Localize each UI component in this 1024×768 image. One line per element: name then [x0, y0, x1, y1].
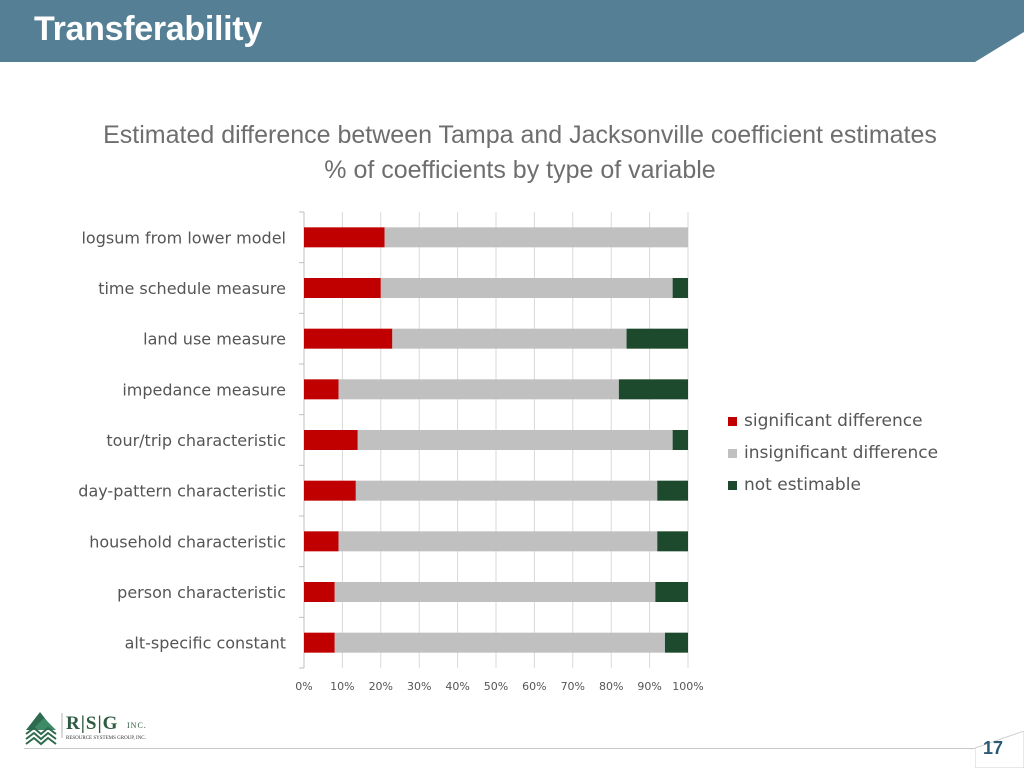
x-tick-label: 10% — [330, 680, 354, 693]
legend-item: insignificant difference — [728, 437, 938, 469]
category-label: household characteristic — [89, 532, 286, 551]
chart-legend: significant difference insignificant diff… — [728, 405, 938, 501]
category-label: tour/trip characteristic — [106, 431, 286, 450]
bar-segment — [664, 632, 688, 653]
category-label: impedance measure — [122, 380, 286, 399]
chart-title: Estimated difference between Tampa and J… — [103, 121, 937, 149]
category-label: person characteristic — [117, 583, 286, 602]
legend-label: not estimable — [744, 475, 861, 495]
legend-item: significant difference — [728, 405, 938, 437]
bar-segment — [304, 328, 393, 349]
bar-segment — [626, 328, 688, 349]
footer-divider — [24, 748, 1024, 749]
bar-segment — [338, 379, 619, 400]
x-tick-label: 20% — [369, 680, 393, 693]
page-number: 17 — [983, 738, 1004, 758]
x-tick-label: 50% — [484, 680, 508, 693]
slide-header: Transferability — [0, 0, 1024, 62]
legend-swatch — [728, 448, 737, 458]
logo-suffix: INC. — [127, 721, 147, 730]
bar-segment — [392, 328, 627, 349]
bar-segment — [304, 531, 339, 552]
bar-segment — [304, 278, 381, 298]
bar-segment — [384, 227, 688, 248]
logo-letters: R|S|G — [66, 713, 119, 734]
category-label: time schedule measure — [98, 279, 286, 298]
x-tick-label: 40% — [445, 680, 469, 693]
footer-tab-shape — [975, 731, 1024, 768]
bar-segment — [657, 480, 688, 501]
category-label: land use measure — [143, 330, 286, 349]
header-notch — [975, 32, 1024, 62]
bar-segment — [338, 531, 658, 552]
legend-swatch — [728, 480, 737, 490]
legend-label: insignificant difference — [744, 443, 939, 463]
bar-segment — [334, 632, 665, 653]
chart-title-block: Estimated difference between Tampa and J… — [0, 118, 1024, 188]
x-tick-label: 100% — [672, 680, 703, 693]
legend-item: not estimable — [728, 469, 938, 501]
category-label: alt-specific constant — [125, 634, 286, 653]
x-tick-label: 0% — [295, 680, 312, 693]
chart-subtitle: % of coefficients by type of variable — [324, 156, 716, 184]
legend-swatch — [728, 416, 737, 426]
legend-label: significant difference — [744, 411, 923, 431]
bar-segment — [334, 582, 656, 602]
slide-title: Transferability — [34, 10, 262, 48]
bar-segment — [304, 632, 335, 653]
bar-segment — [657, 531, 688, 552]
bar-segment — [655, 582, 688, 602]
bar-segment — [304, 582, 335, 602]
bar-segment — [304, 430, 358, 450]
logo-company: RESOURCE SYSTEMS GROUP, INC. — [66, 736, 146, 741]
x-tick-label: 70% — [561, 680, 585, 693]
bar-segment — [304, 480, 356, 501]
x-tick-label: 30% — [407, 680, 431, 693]
category-label: logsum from lower model — [81, 228, 286, 247]
x-tick-label: 90% — [637, 680, 661, 693]
bar-segment — [304, 227, 385, 248]
bar-segment — [672, 278, 688, 298]
bar-segment — [672, 430, 688, 450]
x-tick-label: 60% — [522, 680, 546, 693]
x-tick-label: 80% — [599, 680, 623, 693]
bar-segment — [355, 480, 658, 501]
bar-segment — [380, 278, 673, 298]
bar-segment — [618, 379, 688, 400]
bar-segment — [357, 430, 673, 450]
rsg-logo: R|S|G INC. RESOURCE SYSTEMS GROUP, INC. — [24, 708, 174, 748]
mountain-logo-icon — [25, 712, 63, 746]
bar-segment — [304, 379, 339, 400]
category-label: day-pattern characteristic — [78, 482, 286, 501]
